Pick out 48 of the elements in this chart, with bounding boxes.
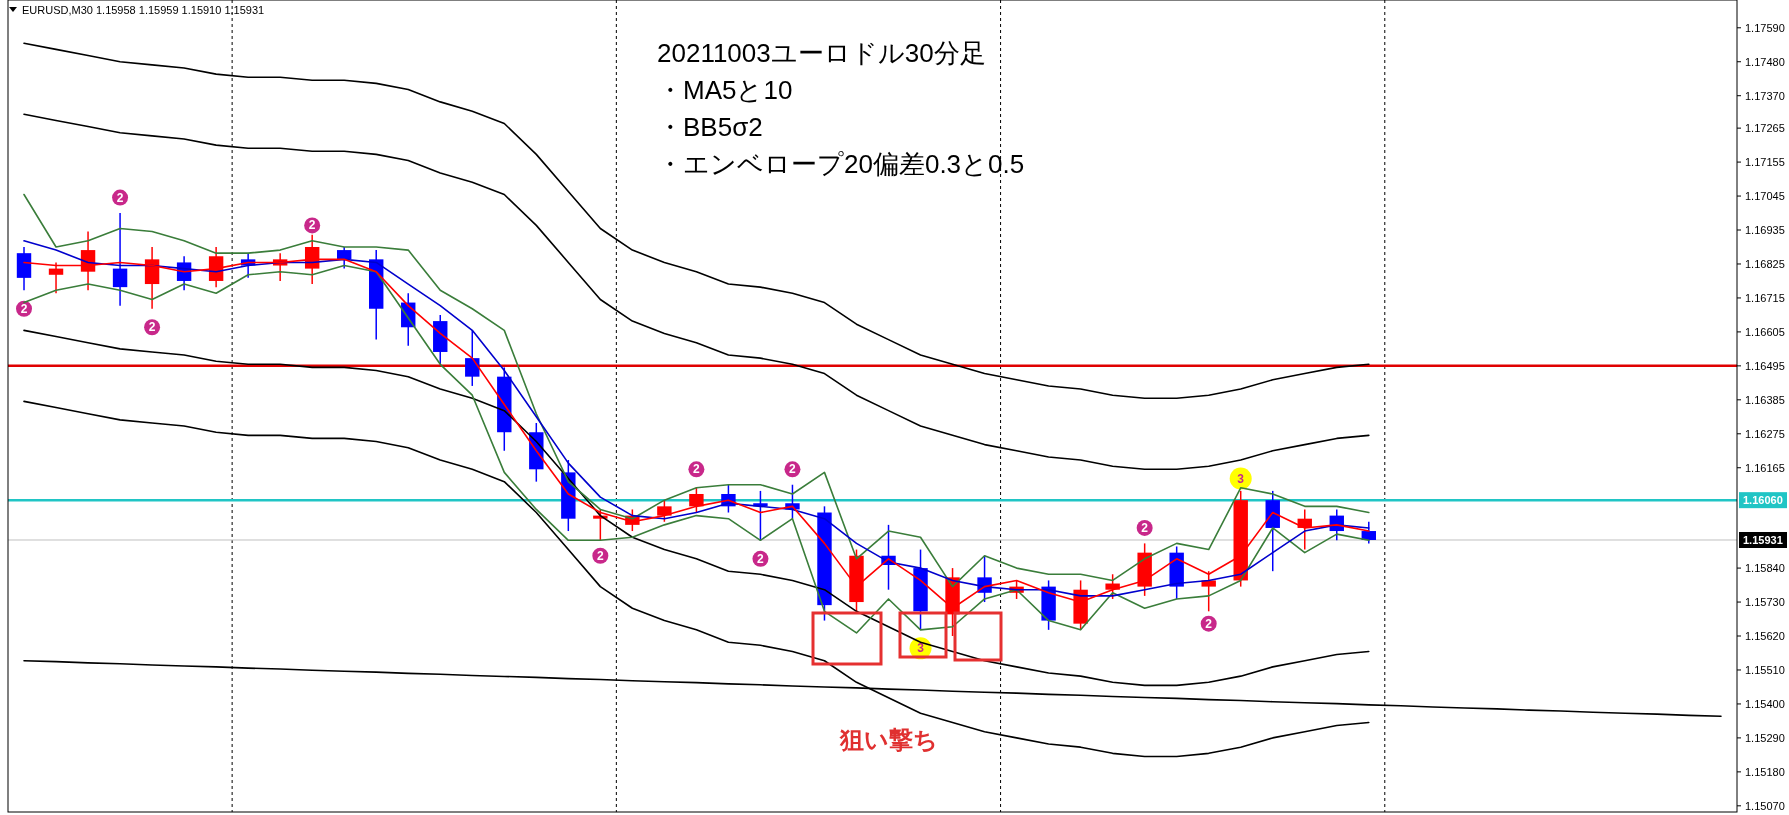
y-tick-label: 1.15180 — [1745, 765, 1785, 778]
y-tick-label: 1.17265 — [1745, 122, 1785, 135]
y-tick-label: 1.15290 — [1745, 731, 1785, 744]
text: 20211003ユーロドル30分足 — [657, 38, 986, 68]
y-tick-label: 1.16165 — [1745, 461, 1785, 474]
annotation: EURUSD,M30 1.15958 1.15959 1.15910 1.15931 — [22, 4, 265, 16]
y-tick-label: 1.16605 — [1745, 325, 1785, 338]
annotation: ・BB5σ2 — [657, 112, 763, 142]
text: 2 — [597, 548, 604, 563]
y-tick-label: 1.17590 — [1745, 21, 1785, 34]
y-tick-label: 1.16935 — [1745, 224, 1785, 237]
y-tick-label: 1.15730 — [1745, 596, 1785, 609]
text: 2 — [789, 462, 796, 477]
annotation: 狙い撃ち — [839, 726, 938, 753]
text: 2 — [20, 301, 28, 316]
y-tick-label: 1.17045 — [1745, 190, 1785, 203]
candlestick — [657, 499, 672, 523]
y-tick-label: 1.16495 — [1745, 359, 1785, 372]
candlestick — [112, 212, 128, 307]
candlestick — [465, 329, 480, 387]
y-tick-label: 1.16715 — [1745, 291, 1785, 304]
y-tick-label: 1.16275 — [1745, 427, 1785, 440]
y-tick-label: 1.17480 — [1745, 55, 1785, 68]
text: 2 — [1205, 616, 1213, 631]
y-tick-label: 1.15510 — [1745, 663, 1785, 676]
text: 2 — [1141, 520, 1148, 535]
y-tick-label: 1.15400 — [1745, 697, 1785, 710]
candlestick — [689, 487, 704, 514]
text: 2 — [757, 551, 764, 566]
series-label: 3 — [917, 641, 925, 656]
y-tick-label: 1.17155 — [1745, 156, 1785, 169]
y-tick-label: 1.17370 — [1745, 89, 1785, 102]
y-tick-label: 1.16825 — [1745, 257, 1785, 270]
text: 2 — [116, 190, 124, 205]
y-tick-label: 1.15620 — [1745, 630, 1785, 643]
candlestick — [48, 261, 64, 295]
ref-line-label: 1.16060 — [1743, 494, 1783, 507]
ref-line-label: 1.15931 — [1743, 534, 1783, 546]
candlestick — [336, 246, 352, 270]
text: 2 — [148, 320, 156, 335]
series-label: 2 — [693, 462, 701, 477]
annotation: ・MA5と10 — [657, 75, 793, 105]
text: 3 — [1237, 471, 1245, 486]
text: 2 — [308, 218, 316, 233]
y-tick-label: 1.15070 — [1745, 799, 1785, 812]
annotation: ・エンベロープ20偏差0.3と0.5 — [657, 149, 1025, 179]
y-tick-label: 1.16385 — [1745, 393, 1785, 406]
y-tick-label: 1.15840 — [1745, 562, 1785, 575]
